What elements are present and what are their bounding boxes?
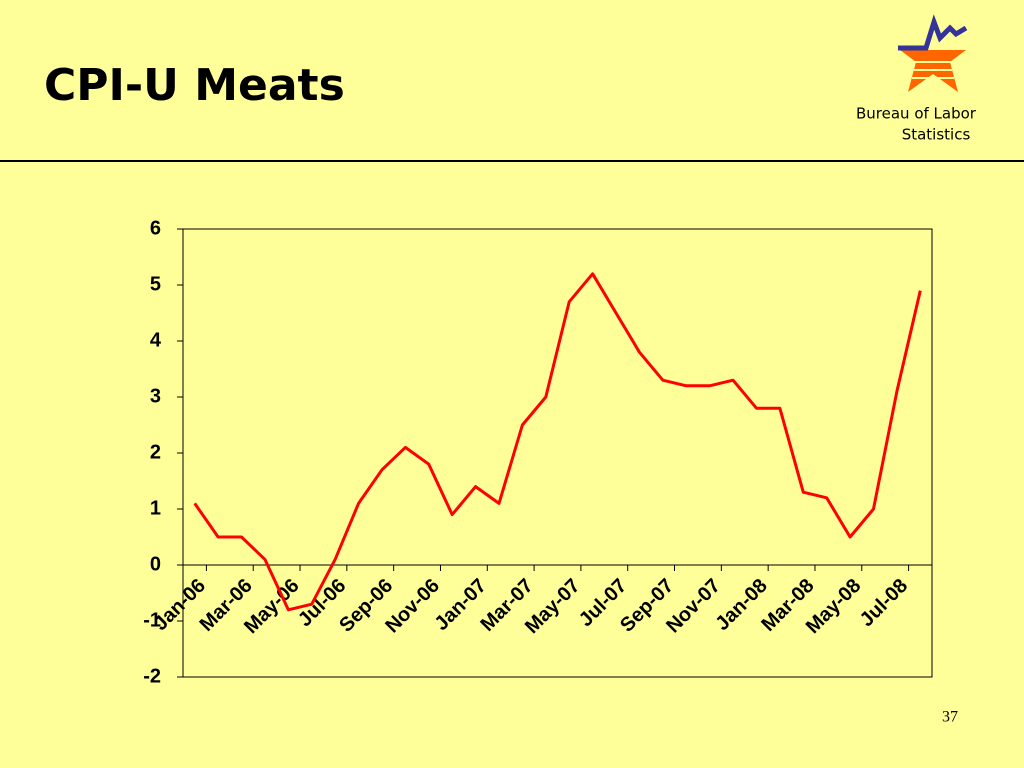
y-tick-label: -1	[143, 609, 161, 631]
y-tick-label: 1	[150, 497, 161, 519]
x-tick-label: Jul-08	[856, 575, 912, 631]
logo-text: Statistics	[902, 126, 971, 144]
y-tick-label: 0	[150, 553, 161, 575]
y-tick-label: -2	[143, 665, 161, 687]
y-tick-label: 6	[150, 217, 161, 239]
page-number: 37	[942, 709, 958, 726]
logo	[898, 14, 968, 92]
logo-text: Bureau of Labor	[856, 105, 977, 123]
y-tick-label: 5	[150, 273, 161, 295]
data-line	[193, 272, 922, 612]
y-tick-label: 3	[150, 385, 161, 407]
y-tick-label: 2	[150, 441, 161, 463]
slide-title: CPI-U Meats	[44, 60, 345, 111]
y-tick-label: 4	[150, 329, 162, 351]
